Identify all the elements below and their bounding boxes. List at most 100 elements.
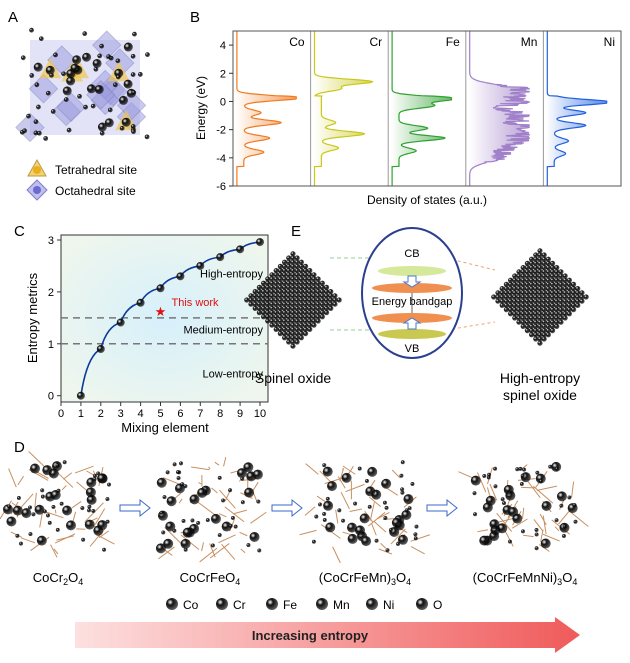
atom [324,284,330,290]
atom [261,310,267,316]
atom [520,273,526,279]
oxygen-atom [93,66,99,72]
x-tick-label: 3 [118,408,124,420]
atom [256,305,262,311]
bond [390,528,406,545]
element-co-icon [166,598,178,610]
atom [566,307,573,313]
atom [541,265,547,271]
bond [339,468,345,482]
atom [512,277,518,283]
oxygen-atom [15,533,20,538]
atom [545,328,552,334]
atom [286,297,292,303]
oxygen-atom [217,475,222,480]
subscript: 4 [406,577,411,587]
b-axes-frame [232,30,622,187]
oxygen-atom [554,518,559,523]
atom [541,323,547,329]
y-tick-label: 3 [48,235,54,247]
bond [504,529,514,547]
atom [307,301,313,307]
atom [516,281,522,287]
atom [273,293,279,299]
atom [294,297,300,303]
atom [269,284,275,290]
atom [265,318,271,324]
oxygen-atom [183,484,188,489]
oxygen-atom [519,482,524,487]
atom [269,280,275,286]
atom [328,293,334,299]
atom [537,248,543,254]
atom [516,307,522,313]
atom [571,286,577,292]
oxygen-atom [77,94,82,99]
octahedral-atom [70,63,80,73]
atom [512,281,518,287]
oxygen-atom [407,506,412,511]
crystal-structure [299,460,430,564]
bond [378,548,393,555]
atom [554,315,560,321]
atom [286,301,292,307]
atom [319,301,325,307]
oxygen-atom [383,516,388,521]
compound-formula: (CoCrFeMnNi)3O4 [473,570,578,587]
atom [524,302,531,308]
atom [541,302,547,308]
atom [282,326,288,332]
x-tick-label: 9 [237,408,243,420]
atom [566,298,573,304]
oxygen-atom [29,27,34,33]
bond [345,483,365,493]
atom [290,263,296,269]
atom [524,260,531,266]
metal-atom [97,520,108,531]
atom [537,315,543,321]
atom [558,294,564,300]
metal-atom [34,504,45,515]
oxygen-atom [33,130,39,136]
atom [516,273,522,279]
atom [562,277,568,283]
atom [554,323,560,329]
atom [516,302,522,308]
atom [307,276,313,282]
region-label: Medium-entropy [184,324,264,336]
atom [277,305,283,311]
oxygen-atom [367,504,372,509]
atom [252,301,258,307]
atom [294,305,300,311]
oxygen-atom [567,495,572,500]
atom [277,284,283,290]
atom [566,311,573,317]
octahedral-site-icon [26,179,48,201]
atom [277,310,283,316]
atom [290,339,296,345]
atom [273,272,279,278]
atom [533,256,539,262]
metal-atom [42,465,53,476]
atom [277,331,283,337]
dos-curve-cr [313,31,374,186]
atom [286,331,292,337]
atom [307,297,313,303]
atom [294,289,300,295]
atom [520,269,526,275]
oxygen-atom [400,490,405,495]
element-o-icon [416,598,428,610]
atom [533,319,539,325]
oxygen-atom [385,548,390,553]
y-tick-label: -2 [216,125,226,137]
atom [303,284,309,290]
atom [512,302,518,308]
oxygen-atom [233,524,238,529]
atom [290,314,296,320]
atom [290,293,296,299]
atom [315,314,321,320]
cb-label: CB [404,248,419,260]
oxygen-atom [472,491,477,496]
bond [54,533,76,544]
oxygen-atom [99,130,105,136]
